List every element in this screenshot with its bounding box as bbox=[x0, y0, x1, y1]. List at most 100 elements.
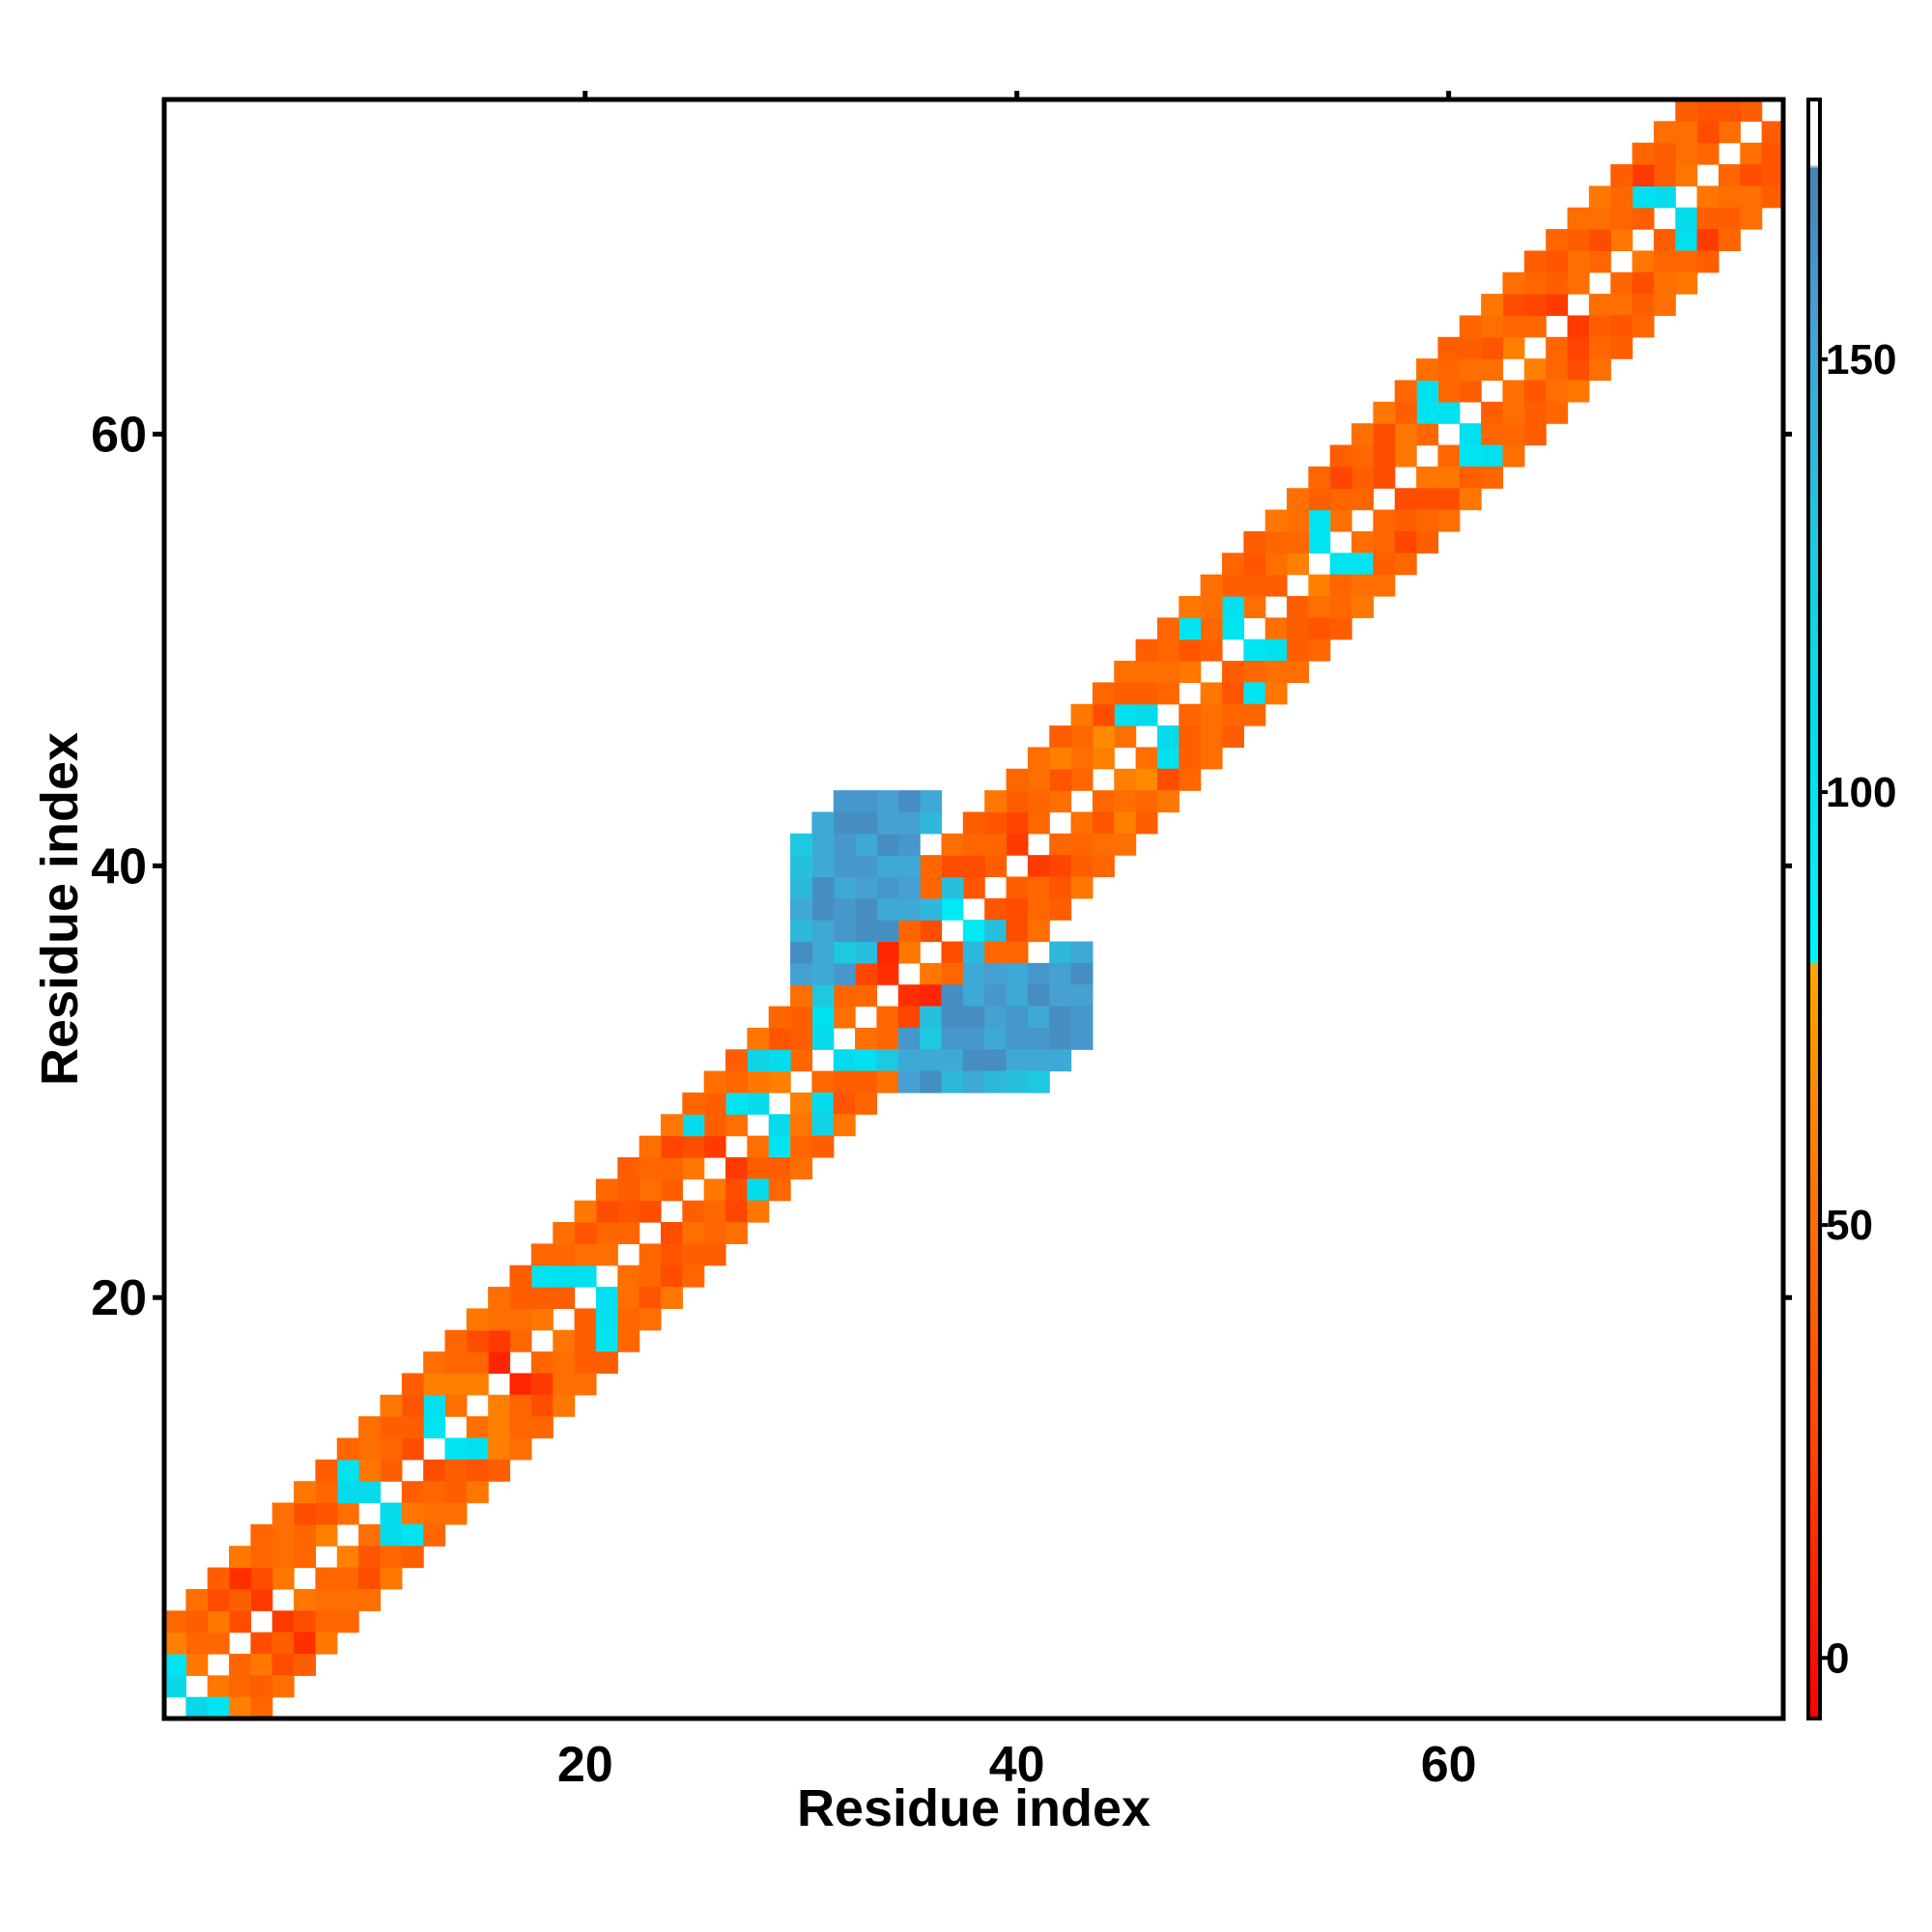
heatmap-cell bbox=[790, 1049, 812, 1072]
heatmap-cell bbox=[1135, 811, 1158, 835]
heatmap-cell bbox=[1653, 142, 1676, 165]
heatmap-cell bbox=[1459, 380, 1482, 403]
heatmap-cell bbox=[423, 1416, 446, 1439]
heatmap-cell bbox=[1243, 553, 1266, 576]
heatmap-cell bbox=[250, 1523, 273, 1547]
heatmap-cell bbox=[1351, 530, 1375, 554]
heatmap-cell bbox=[250, 1675, 273, 1698]
heatmap-cell bbox=[553, 1329, 576, 1352]
heatmap-cell bbox=[1092, 855, 1115, 878]
heatmap-cell bbox=[380, 1502, 403, 1525]
heatmap-cell bbox=[207, 1632, 230, 1655]
heatmap-cell bbox=[682, 1264, 705, 1288]
x-axis-title: Residue index bbox=[797, 1779, 1151, 1837]
heatmap-cell bbox=[897, 1006, 921, 1029]
heatmap-cell bbox=[682, 1200, 705, 1223]
heatmap-cell bbox=[682, 1222, 705, 1244]
heatmap-cell bbox=[920, 920, 943, 943]
heatmap-cell bbox=[401, 1437, 424, 1461]
heatmap-cell bbox=[1243, 530, 1266, 554]
heatmap-cell bbox=[855, 1049, 878, 1072]
heatmap-cell bbox=[1070, 1027, 1094, 1050]
heatmap-cell bbox=[336, 1481, 359, 1504]
heatmap-cell bbox=[488, 1351, 511, 1375]
heatmap-cell bbox=[833, 811, 856, 835]
heatmap-cell bbox=[1114, 811, 1137, 835]
heatmap-cell bbox=[790, 941, 812, 964]
heatmap-cell bbox=[790, 855, 812, 878]
heatmap-cell bbox=[466, 1437, 489, 1461]
heatmap-cell bbox=[553, 1264, 576, 1288]
heatmap-cell bbox=[466, 1459, 489, 1482]
heatmap-cell bbox=[1221, 595, 1244, 618]
heatmap-cell bbox=[855, 897, 878, 921]
heatmap-cell bbox=[747, 1135, 770, 1158]
heatmap-cell bbox=[1696, 185, 1719, 209]
heatmap-cell bbox=[876, 962, 899, 985]
heatmap-cell bbox=[1394, 488, 1417, 511]
heatmap-cell bbox=[1588, 336, 1611, 359]
heatmap-cell bbox=[164, 1610, 186, 1634]
heatmap-cell bbox=[1481, 294, 1504, 317]
heatmap-cell bbox=[876, 1049, 899, 1072]
heatmap-cell bbox=[1027, 1049, 1050, 1072]
heatmap-cell bbox=[553, 1287, 576, 1310]
heatmap-cell bbox=[811, 1114, 835, 1137]
heatmap-cell bbox=[1632, 207, 1655, 230]
heatmap-cell bbox=[941, 984, 964, 1008]
heatmap-cell bbox=[725, 1200, 748, 1223]
heatmap-cell bbox=[423, 1481, 446, 1504]
heatmap-cell bbox=[1416, 358, 1439, 382]
heatmap-cell bbox=[984, 1006, 1008, 1029]
heatmap-cell bbox=[811, 962, 835, 985]
heatmap-cell bbox=[876, 920, 899, 943]
heatmap-cell bbox=[294, 1610, 317, 1634]
heatmap-cell bbox=[962, 855, 985, 878]
heatmap-cell bbox=[1675, 164, 1698, 186]
heatmap-cell bbox=[1006, 833, 1029, 856]
heatmap-cell bbox=[574, 1264, 597, 1288]
heatmap-cell bbox=[984, 897, 1008, 921]
heatmap-cell bbox=[207, 1588, 230, 1611]
heatmap-cell bbox=[1049, 897, 1072, 921]
heatmap-cell bbox=[358, 1567, 382, 1590]
heatmap-cell bbox=[747, 1200, 770, 1223]
heatmap-cell bbox=[1502, 294, 1525, 317]
heatmap-cell bbox=[530, 1416, 554, 1439]
heatmap-cell bbox=[725, 1049, 748, 1072]
heatmap-cell bbox=[1523, 358, 1547, 382]
heatmap-cell bbox=[1437, 336, 1461, 359]
heatmap-cell bbox=[1156, 682, 1179, 705]
heatmap-cell bbox=[1070, 833, 1094, 856]
heatmap-cell bbox=[1437, 509, 1461, 532]
heatmap-cell bbox=[1156, 768, 1179, 791]
heatmap-cell bbox=[855, 1092, 878, 1115]
heatmap-cell bbox=[725, 1070, 748, 1094]
heatmap-cell bbox=[1092, 790, 1115, 813]
heatmap-cell bbox=[768, 1135, 791, 1158]
heatmap-cell bbox=[1718, 164, 1741, 186]
heatmap-cell bbox=[336, 1546, 359, 1569]
x-tick-label: 60 bbox=[1421, 1737, 1477, 1793]
heatmap-cell bbox=[1006, 962, 1029, 985]
heatmap-cell bbox=[1049, 790, 1072, 813]
heatmap-cell bbox=[1329, 444, 1352, 468]
heatmap-cell bbox=[1653, 185, 1676, 209]
heatmap-cell bbox=[660, 1243, 683, 1266]
heatmap-cell bbox=[1264, 509, 1288, 532]
heatmap-cell bbox=[1373, 530, 1396, 554]
x-tick-label: 20 bbox=[557, 1737, 613, 1793]
heatmap-cell bbox=[833, 984, 856, 1008]
heatmap-cell bbox=[358, 1437, 382, 1461]
heatmap-cell bbox=[1502, 380, 1525, 403]
heatmap-cell bbox=[1329, 466, 1352, 489]
heatmap-cell bbox=[185, 1610, 209, 1634]
heatmap-cell bbox=[574, 1373, 597, 1396]
heatmap-cell bbox=[1006, 920, 1029, 943]
heatmap-cell bbox=[639, 1308, 662, 1331]
heatmap-cell bbox=[660, 1135, 683, 1158]
heatmap-cell bbox=[1437, 401, 1461, 424]
heatmap-cell bbox=[423, 1523, 446, 1547]
heatmap-cell bbox=[1221, 574, 1244, 597]
heatmap-cell bbox=[1588, 185, 1611, 209]
